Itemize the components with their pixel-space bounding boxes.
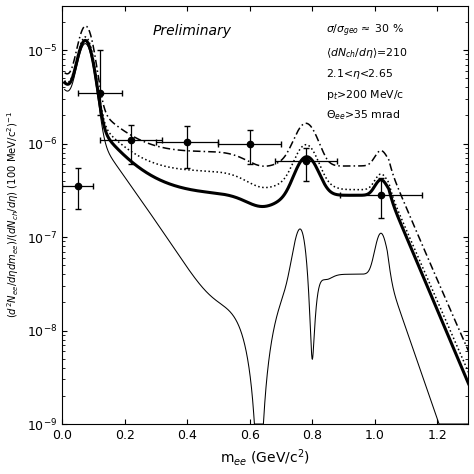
Y-axis label: $(d^{2}N_{ee}/d\eta dm_{ee})/(dN_{ch}/d\eta)$ (100 MeV/c$^{2}$)$^{-1}$: $(d^{2}N_{ee}/d\eta dm_{ee})/(dN_{ch}/d\… xyxy=(6,111,21,319)
Text: $\sigma/\sigma_{geo}\approx$ 30 %
$\langle dN_{ch}/d\eta\rangle$=210
2.1<$\eta$<: $\sigma/\sigma_{geo}\approx$ 30 % $\lang… xyxy=(326,22,408,122)
Text: Preliminary: Preliminary xyxy=(153,24,232,38)
X-axis label: m$_{ee}$ (GeV/c$^{2}$): m$_{ee}$ (GeV/c$^{2}$) xyxy=(220,447,310,468)
